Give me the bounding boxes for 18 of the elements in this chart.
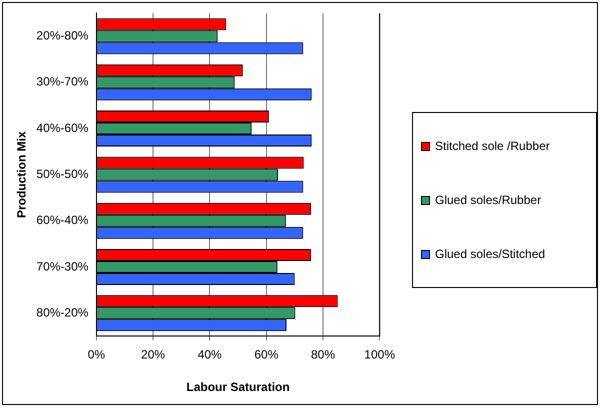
x-tick-label: 0%: [88, 348, 106, 362]
legend-label: Glued soles/Stitched: [435, 247, 546, 261]
y-tick-label: 50%-50%: [36, 167, 89, 182]
x-tick-label: 80%: [310, 348, 336, 362]
x-tick-label: 20%: [141, 348, 166, 362]
y-tick-label: 20%-80%: [36, 28, 89, 43]
x-axis-title: Labour Saturation: [186, 380, 290, 394]
legend-label: Glued soles/Rubber: [435, 193, 542, 207]
y-tick-label: 70%-30%: [36, 259, 89, 274]
y-tick-label: 30%-70%: [36, 74, 89, 89]
x-tick-label: 60%: [254, 348, 279, 362]
y-tick-label: 60%-40%: [36, 213, 89, 228]
y-axis-title: Production Mix: [14, 131, 29, 218]
y-tick-label: 80%-20%: [36, 305, 89, 320]
x-tick-label: 100%: [364, 348, 396, 362]
x-tick-label: 40%: [198, 348, 222, 362]
legend-label: Stitched sole /Rubber: [435, 139, 550, 153]
y-tick-label: 40%-60%: [36, 120, 89, 135]
